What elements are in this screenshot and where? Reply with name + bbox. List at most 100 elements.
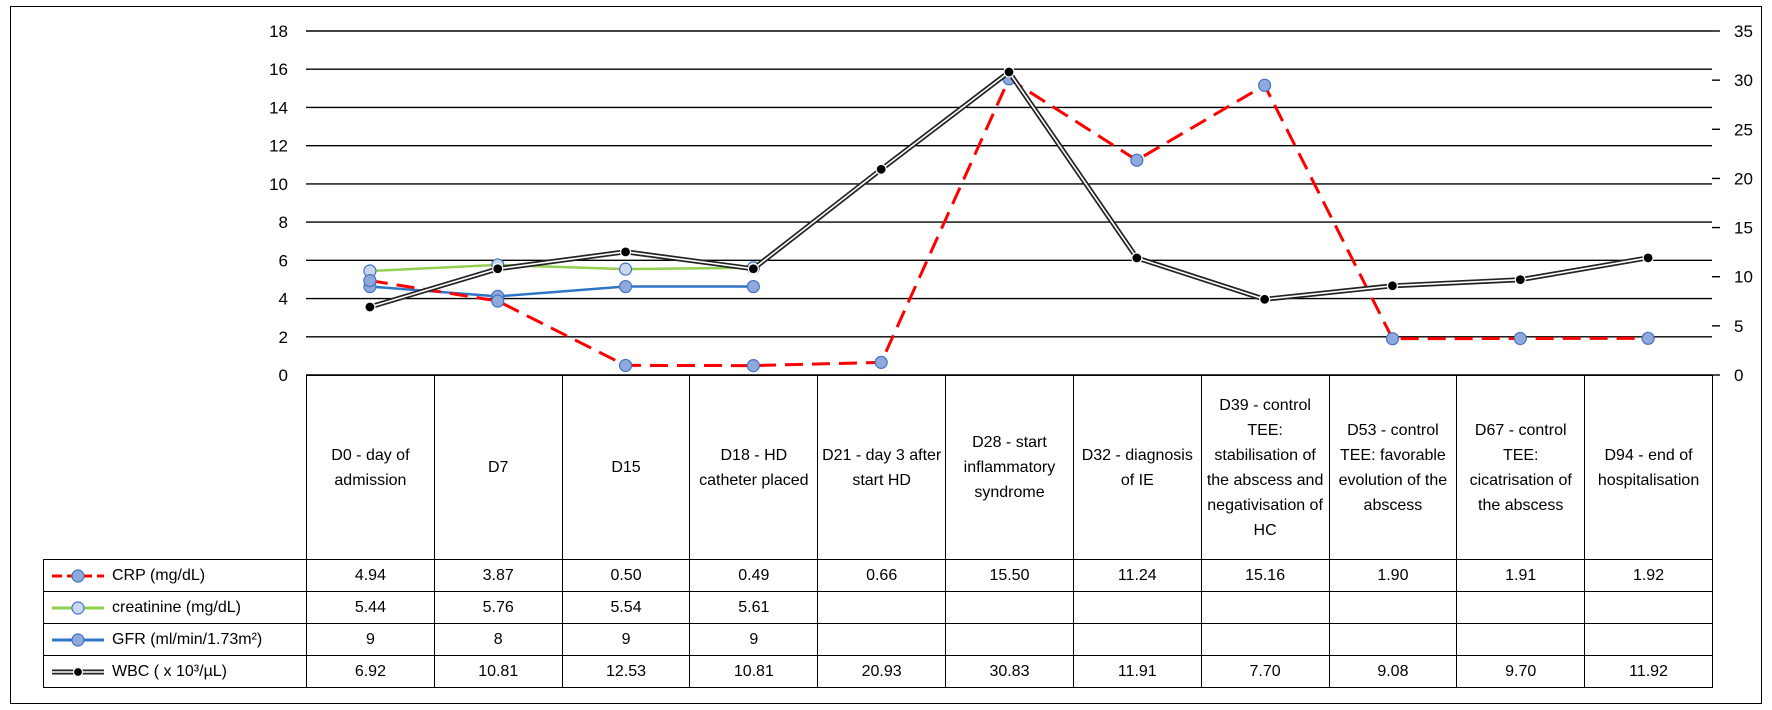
category-label: D18 - HD catheter placed: [689, 375, 819, 560]
y-tick-label: 14: [269, 98, 288, 117]
category-label: D32 - diagnosis of IE: [1072, 375, 1202, 560]
legend-entry: GFR (ml/min/1.73m²): [43, 623, 307, 656]
data-label: 1.90: [1328, 559, 1458, 592]
category-label: D67 - control TEE: cicatrisation of the …: [1456, 375, 1586, 560]
y2-tick-label: 0: [1734, 366, 1743, 385]
data-label: 7.70: [1200, 655, 1330, 688]
data-label: 4.94: [306, 559, 435, 592]
legend-entry: creatinine (mg/dL): [43, 591, 307, 624]
data-label: [1072, 591, 1202, 624]
data-label: 9.08: [1328, 655, 1458, 688]
legend-label: WBC ( x 10³/µL): [112, 662, 228, 680]
data-label: 20.93: [817, 655, 947, 688]
data-label: 11.91: [1072, 655, 1202, 688]
y2-tick-label: 35: [1734, 22, 1753, 41]
category-label: D21 - day 3 after start HD: [817, 375, 947, 560]
crp-point: [363, 273, 377, 288]
y-tick-label: 8: [279, 213, 288, 232]
chart-frame: [10, 6, 1762, 704]
data-label: [945, 591, 1074, 624]
category-label: D7: [433, 375, 563, 560]
y-tick-label: 4: [279, 290, 288, 309]
legend-entry: CRP (mg/dL): [43, 559, 307, 592]
y2-tick-label: 20: [1734, 169, 1753, 188]
crp-point: [491, 294, 505, 308]
wbc-point: [364, 301, 376, 313]
data-label: 12.53: [561, 655, 691, 688]
data-label: 3.87: [433, 559, 563, 592]
data-label: [1328, 591, 1458, 624]
crp-point: [1258, 78, 1272, 92]
y-tick-label: 12: [269, 137, 288, 156]
y2-tick-label: 5: [1734, 317, 1743, 336]
data-label: [1584, 591, 1713, 624]
crp-point: [1513, 331, 1527, 346]
crp-point: [1641, 331, 1655, 345]
data-label: 5.61: [689, 591, 819, 624]
wbc-point: [1259, 293, 1271, 305]
data-label: 15.50: [945, 559, 1074, 592]
wbc-point: [747, 263, 759, 275]
gfr-legend-swatch: [52, 632, 104, 647]
data-label: [945, 623, 1074, 656]
gfr-point: [746, 279, 760, 294]
data-label: 15.16: [1200, 559, 1330, 592]
category-label: D94 - end of hospitalisation: [1584, 375, 1713, 560]
table-corner: [43, 375, 307, 560]
crp-point: [1130, 153, 1144, 167]
data-label: 0.50: [561, 559, 691, 592]
data-label: 11.24: [1072, 559, 1202, 592]
creatinine-line: [369, 263, 754, 273]
data-label: 10.81: [433, 655, 563, 688]
data-label: [1200, 591, 1330, 624]
category-label: D39 - control TEE: stabilisation of the …: [1200, 375, 1330, 560]
gfr-point: [618, 279, 633, 294]
category-label: D28 - start inflammatory syndrome: [945, 375, 1074, 560]
y2-tick-label: 30: [1734, 71, 1753, 90]
creatinine-legend-swatch: [52, 600, 104, 615]
data-label: 9.70: [1456, 655, 1586, 688]
category-label: D53 - control TEE: favorable evolution o…: [1328, 375, 1458, 560]
data-label: 6.92: [306, 655, 435, 688]
wbc-point: [1131, 252, 1143, 264]
data-label: [1072, 623, 1202, 656]
crp-row: CRP (mg/dL) 4.94 3.87 0.50 0.49 0.66 15.50 11.2…: [43, 559, 1713, 592]
data-label: 0.49: [689, 559, 819, 592]
series-lines: [363, 66, 1655, 373]
y-tick-label: 18: [269, 22, 288, 41]
y2-tick-label: 25: [1734, 120, 1753, 139]
crp-point: [618, 358, 633, 373]
y2-tick-label: 10: [1734, 268, 1753, 287]
y-tick-label: 6: [279, 251, 288, 270]
data-label: [817, 623, 947, 656]
right-axis-ticks: 0 5 10 15 20 25 30 35: [1712, 22, 1753, 385]
data-label: 30.83: [945, 655, 1074, 688]
wbc-point: [875, 163, 887, 175]
data-label: 11.92: [1584, 655, 1713, 688]
y-tick-label: 2: [279, 328, 288, 347]
data-label: 9: [306, 623, 435, 656]
wbc-point: [1514, 274, 1526, 286]
data-label: 1.92: [1584, 559, 1713, 592]
category-row: D0 - day of admission D7 D15 D18 - HD cathe…: [43, 375, 1713, 560]
data-label: 5.76: [433, 591, 563, 624]
wbc-legend-swatch: [52, 666, 104, 677]
data-label: 10.81: [689, 655, 819, 688]
data-label: 1.91: [1456, 559, 1586, 592]
legend-entry: WBC ( x 10³/µL): [43, 655, 307, 688]
data-label: [817, 591, 947, 624]
data-label: [1456, 623, 1586, 656]
wbc-row: WBC ( x 10³/µL) 6.92 10.81 12.53 10.81 20.93 3…: [43, 655, 1713, 688]
wbc-point: [619, 246, 632, 258]
creatinine-point: [618, 262, 633, 276]
gfr-row: GFR (ml/min/1.73m²) 9 8 9 9: [43, 623, 1713, 656]
category-label: D15: [561, 375, 691, 560]
data-label: 9: [561, 623, 691, 656]
category-label: D0 - day of admission: [306, 375, 435, 560]
crp-point: [746, 359, 760, 373]
y-tick-label: 10: [269, 175, 288, 194]
legend-label: GFR (ml/min/1.73m²): [112, 630, 263, 648]
data-label: 9: [689, 623, 819, 656]
data-label: 8: [433, 623, 563, 656]
